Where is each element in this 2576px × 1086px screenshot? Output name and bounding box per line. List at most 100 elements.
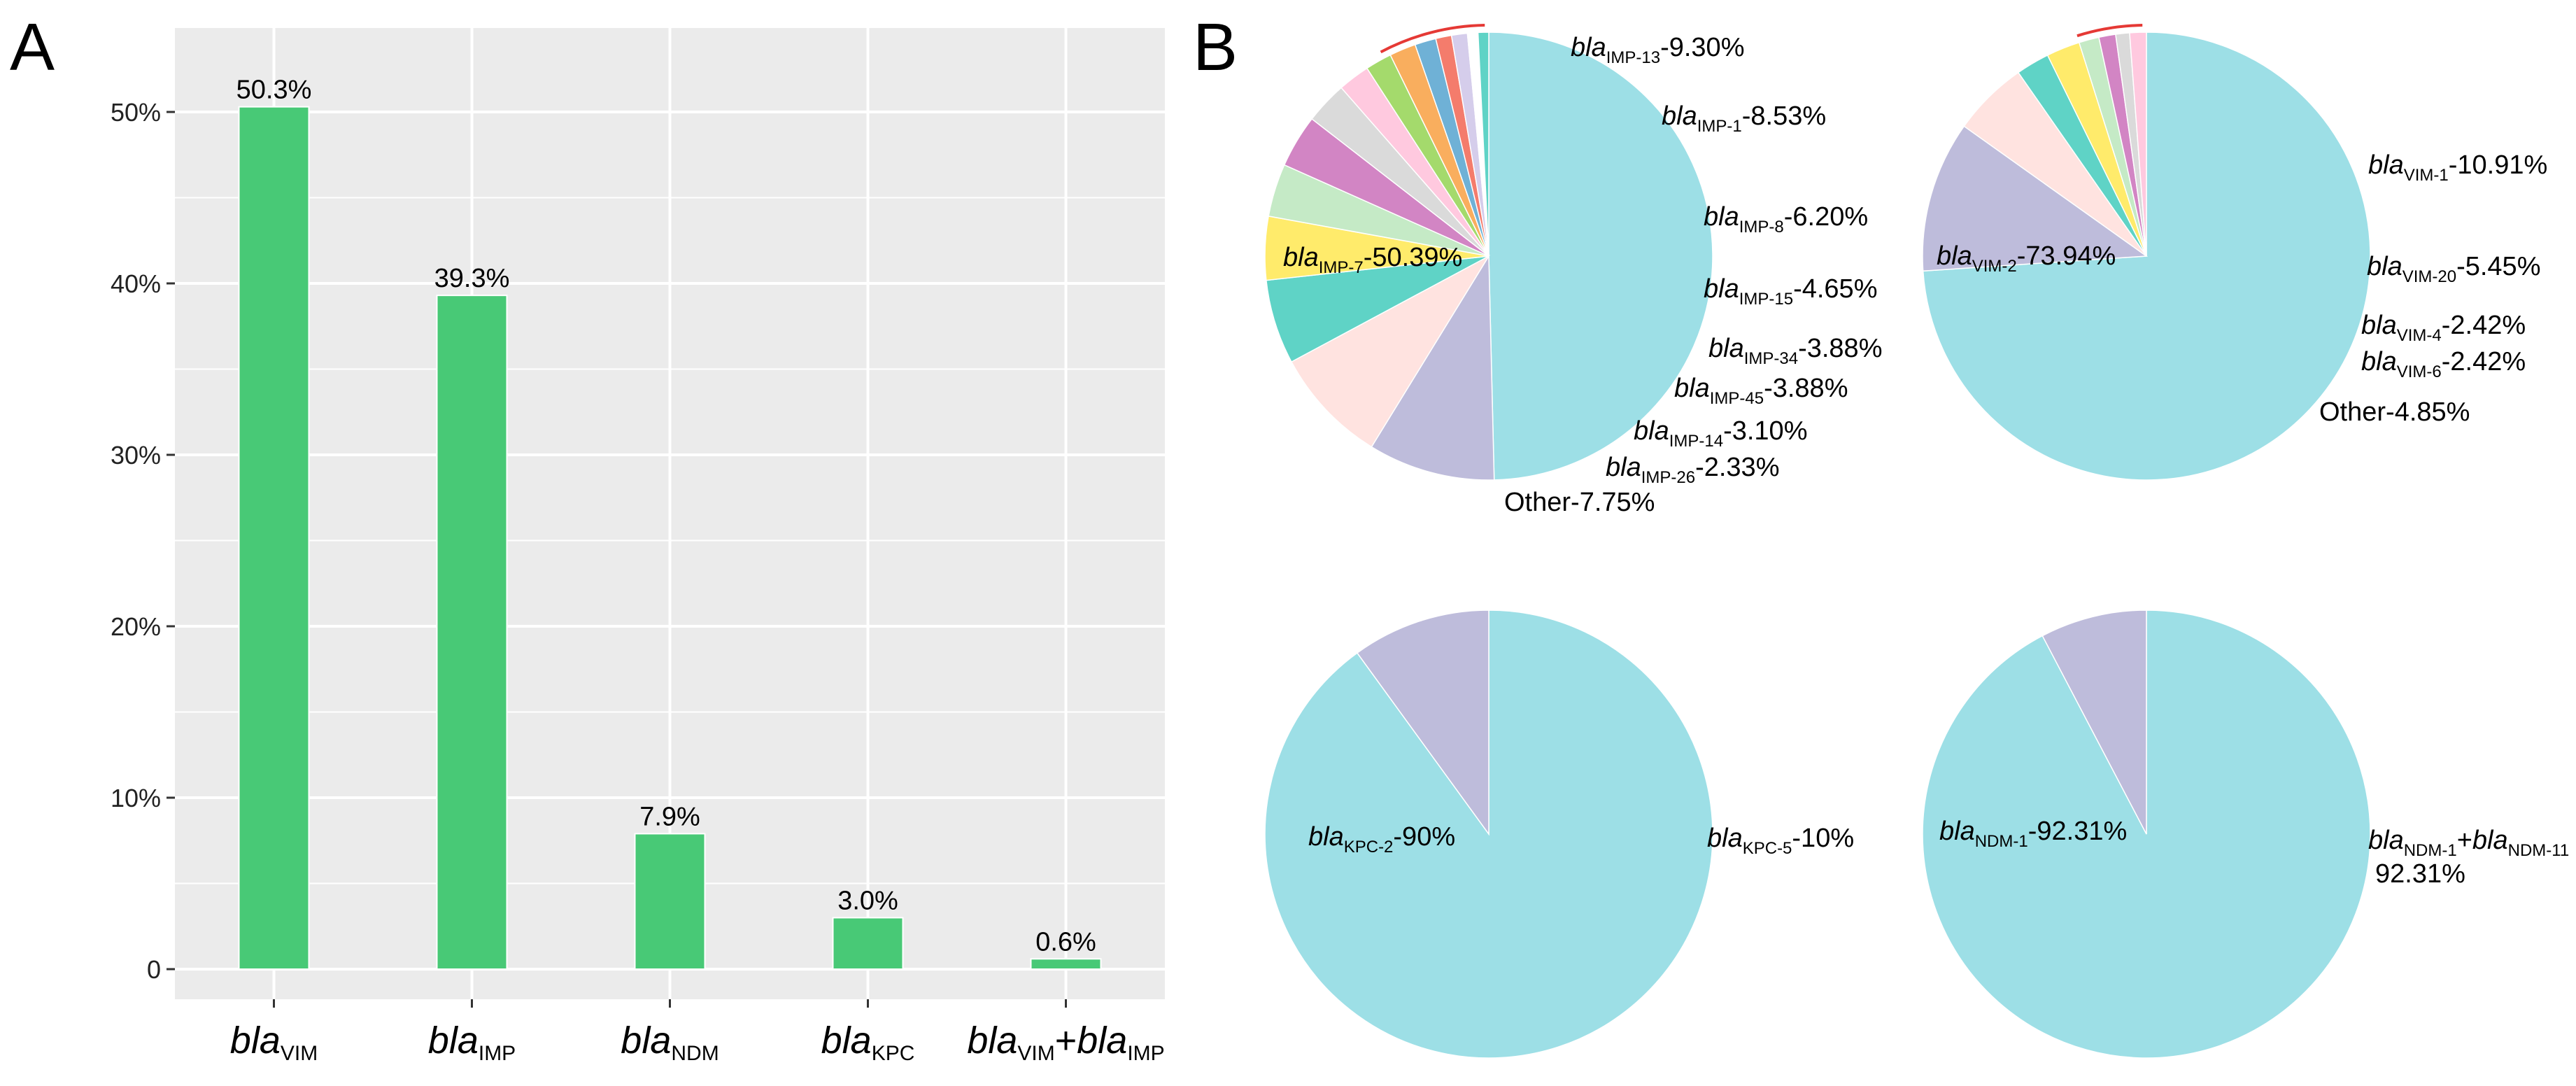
pie-slice-label-main: bla	[1662, 101, 1697, 131]
pie-slice-label: blaIMP-13-9.30%	[1571, 33, 1744, 67]
pie-slice-label: blaIMP-8-6.20%	[1704, 202, 1868, 237]
x-category-label: blaVIM	[230, 1020, 318, 1065]
other-bracket	[1380, 24, 1485, 54]
pie-slice-label-suffix: -5.45%	[2456, 252, 2540, 281]
bar	[634, 833, 706, 970]
bar	[1030, 958, 1102, 971]
bar-value-label: 39.3%	[434, 264, 510, 293]
pie-slice-label-main: bla	[1308, 822, 1344, 852]
pie-slice-label: blaIMP-15-4.65%	[1704, 274, 1877, 309]
x-category-label: blaNDM	[621, 1020, 719, 1065]
pie-slice-label-sub: IMP-45	[1710, 389, 1764, 408]
pie-slice-label-sub2: NDM-11	[2508, 841, 2570, 860]
x-category-label-main: bla	[230, 1020, 281, 1062]
pie-slice-label-main: bla	[2368, 150, 2404, 180]
pie-slice-label: blaVIM-20-5.45%	[2367, 252, 2540, 286]
pie-slice-label: blaKPC-2-90%	[1308, 822, 1455, 856]
pie-slice-label: blaKPC-5-10%	[1707, 824, 1854, 858]
pie-slice	[2041, 609, 2147, 835]
pie-slice-label-suffix: -4.65%	[1793, 274, 1877, 304]
pie-slice-label-sub: VIM-1	[2404, 166, 2449, 185]
pie-slice-label-suffix: -6.20%	[1784, 202, 1868, 232]
x-category-label: blaVIM+blaIMP	[967, 1020, 1164, 1065]
y-tick-label: 0	[147, 955, 161, 984]
pie-slice-label-main: bla	[1704, 202, 1739, 232]
pie-slice-label-sub: IMP-7	[1319, 258, 1364, 277]
bar	[238, 106, 310, 970]
pie-slice-label-suffix: -2.42%	[2442, 311, 2526, 340]
pie-slice-label-suffix: -90%	[1393, 822, 1455, 852]
pie-slice-label-sub: VIM-2	[1972, 257, 2017, 276]
pie-slice-label-sub: IMP-34	[1744, 349, 1798, 368]
pie-slice-label-main: bla	[1571, 33, 1606, 62]
pie-charts: blaIMP-7-50.39%blaIMP-13-9.30%blaIMP-1-8…	[1264, 24, 2569, 1059]
panel-a-letter: A	[10, 10, 55, 85]
pie-slice-label: blaIMP-14-3.10%	[1634, 416, 1807, 451]
pie-slice-label-sub: IMP-26	[1641, 468, 1695, 487]
other-bracket	[2076, 24, 2143, 38]
pie-slice-label-sub: VIM-4	[2397, 326, 2442, 345]
bar-value-label: 3.0%	[837, 887, 898, 916]
x-category-label-main2: bla	[1077, 1020, 1127, 1062]
x-category-label-sub: VIM	[1017, 1042, 1054, 1065]
bar-value-label: 50.3%	[236, 76, 312, 105]
x-category-label-plus: +	[1055, 1020, 1077, 1062]
bar	[832, 917, 904, 970]
x-category-label-sub2: IMP	[1127, 1042, 1164, 1065]
pie-slice-label-suffix: -10%	[1792, 824, 1854, 853]
pie-slice-label-suffix: -2.42%	[2442, 347, 2526, 376]
pie-slice-label-sub: VIM-20	[2402, 267, 2456, 286]
pie-slice-label-main: bla	[1606, 453, 1641, 482]
other-label: Other-7.75%	[1504, 488, 1655, 517]
pie-slice-label-sub: IMP-14	[1669, 432, 1723, 451]
pie-slice-label-suffix: -3.88%	[1798, 334, 1882, 363]
pie-slice-label-main: bla	[1704, 274, 1739, 304]
pie-slice-label-suffix: -3.10%	[1723, 416, 1807, 446]
y-tick-label: 10%	[111, 784, 161, 812]
pie-slice-label: blaIMP-1-8.53%	[1662, 101, 1826, 136]
y-tick-label: 20%	[111, 612, 161, 641]
pie-chart: blaKPC-2-90% blaKPC-5-10%	[1264, 609, 1854, 1059]
pie-chart: blaIMP-7-50.39%blaIMP-13-9.30%blaIMP-1-8…	[1264, 24, 1882, 517]
pie-slice-label: blaIMP-7-50.39%	[1283, 243, 1462, 277]
pie-slice-label-main: bla	[2361, 347, 2397, 376]
pie-slice-label-sub: IMP-8	[1739, 218, 1784, 237]
pie-slice-label: blaVIM-6-2.42%	[2361, 347, 2526, 381]
pie-slice-label-main: bla	[1707, 824, 1743, 853]
panel-b-letter: B	[1193, 10, 1238, 85]
x-category-label-sub: VIM	[281, 1042, 318, 1065]
pie-slice	[1266, 255, 1489, 363]
x-category-label-sub: IMP	[479, 1042, 516, 1065]
bar-chart: 010%20%30%40%50%50.3%blaVIM39.3%blaIMP7.…	[111, 28, 1165, 1065]
pie-slice-label-main: bla	[2368, 826, 2404, 855]
pie-slice-label: blaIMP-26-2.33%	[1606, 453, 1779, 487]
pie-slice	[1356, 609, 1489, 836]
pie-slice-label-main2: bla	[2472, 826, 2508, 855]
pie-slice-label-suffix: -2.33%	[1695, 453, 1779, 482]
y-tick-label: 40%	[111, 269, 161, 298]
pie-slice-label-sub: IMP-1	[1697, 117, 1742, 136]
pie-slice-label-sub: KPC-5	[1743, 839, 1792, 858]
bar-value-label: 0.6%	[1035, 927, 1096, 957]
other-label: Other-4.85%	[2319, 397, 2470, 427]
pie-slice-label-main: bla	[1674, 374, 1710, 403]
pie-slice-label-main: bla	[1634, 416, 1669, 446]
pie-slice-label-sub: IMP-13	[1606, 48, 1660, 67]
x-category-label-main: bla	[428, 1020, 479, 1062]
pie-chart: blaVIM-2-73.94%blaVIM-1-10.91%blaVIM-20-…	[1922, 24, 2547, 481]
x-category-label: blaKPC	[821, 1020, 915, 1065]
pie-slice-label: blaNDM-1+blaNDM-11	[2368, 826, 2569, 860]
pie-slice-label-suffix: -50.39%	[1364, 243, 1463, 272]
pie-slice-label-suffix: -73.94%	[2017, 241, 2116, 271]
pie-slice-label: blaNDM-1-92.31%	[1939, 817, 2127, 851]
pie-slice-label-suffix: -3.88%	[1764, 374, 1848, 403]
pie-slice-label-main: bla	[1283, 243, 1319, 272]
x-category-label-main: bla	[821, 1020, 872, 1062]
pie-slice-label: blaVIM-2-73.94%	[1937, 241, 2116, 276]
y-tick-label: 30%	[111, 441, 161, 470]
y-tick-label: 50%	[111, 98, 161, 127]
pie-slice-label-suffix: -92.31%	[2028, 817, 2128, 846]
pie-slice-label-main: bla	[2367, 252, 2402, 281]
